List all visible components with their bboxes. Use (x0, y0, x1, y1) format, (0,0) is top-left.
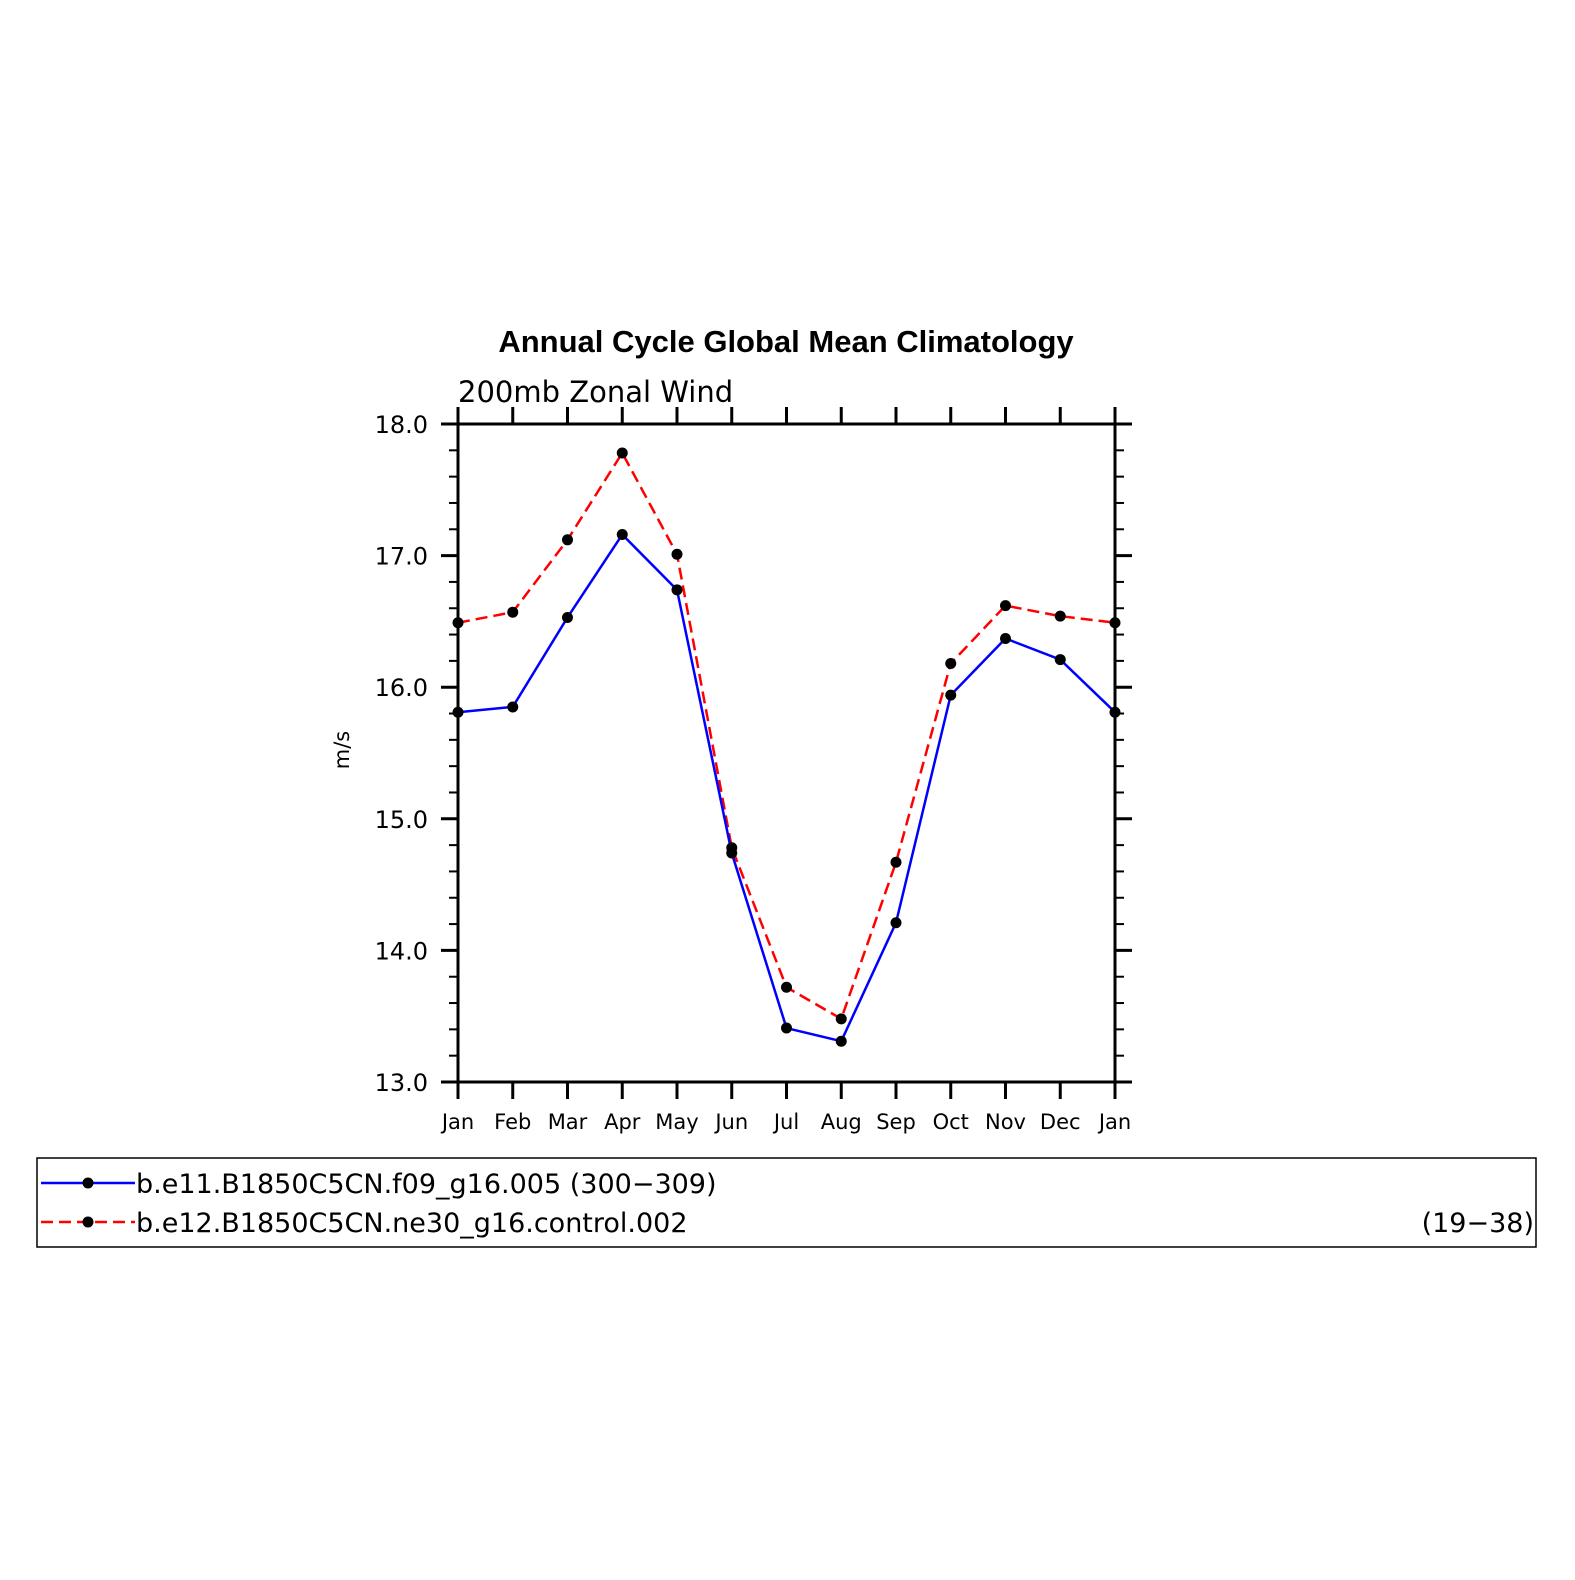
legend-name-series-2: b.e12.B1850C5CN.ne30_g16.control.002 (136, 1208, 688, 1239)
series-1-point (671, 584, 683, 596)
series-2-point (890, 856, 902, 868)
series-2-point (1000, 600, 1011, 612)
series-2-point (616, 447, 628, 459)
series-1-point (562, 611, 573, 623)
chart-subtitle: 200mb Zonal Wind (458, 375, 733, 409)
x-tick-label: Oct (933, 1110, 969, 1134)
chart-title: Annual Cycle Global Mean Climatology (498, 324, 1074, 359)
series-1-point (945, 689, 957, 701)
series-2-point (781, 981, 792, 993)
y-tick-label: 13.0 (375, 1069, 428, 1097)
x-tick-label: Nov (985, 1110, 1026, 1134)
x-tick-label: Jul (772, 1110, 799, 1134)
x-tick-label: Jan (440, 1110, 474, 1134)
x-tick-label: Feb (494, 1110, 531, 1134)
series-1-point (835, 1035, 847, 1047)
x-tick-label: Jan (1097, 1110, 1131, 1134)
y-tick-labels: 13.0 14.0 15.0 16.0 17.0 18.0 (375, 411, 428, 1097)
series-1-point (890, 917, 902, 929)
y-tick-label: 15.0 (375, 806, 428, 834)
series-1-point (1000, 633, 1011, 645)
series-1-point (781, 1022, 792, 1034)
legend-name-series-1: b.e11.B1850C5CN.f09_g16.005 (136, 1169, 561, 1200)
legend-years-series-1: (300−309) (570, 1169, 717, 1200)
legend-label-series-1: b.e11.B1850C5CN.f09_g16.005 (300−309) (136, 1169, 717, 1200)
series-1-point (507, 701, 519, 713)
y-tick-label: 17.0 (375, 543, 428, 571)
legend-marker-series-2 (82, 1216, 94, 1228)
plot-frame (456, 422, 1117, 1084)
series-2-point (671, 548, 683, 560)
series-1-point (726, 847, 738, 859)
y-tick-label: 14.0 (375, 937, 428, 965)
series-1-point (1054, 654, 1066, 666)
series-2-point (507, 606, 519, 618)
x-tick-label: Apr (604, 1110, 641, 1134)
x-tick-labels: Jan Feb Mar Apr May Jun Jul Aug Sep Oct Nov Dec Jan (440, 1110, 1131, 1134)
y-axis-label: m/s (330, 731, 354, 769)
x-tick-label: Sep (876, 1110, 916, 1134)
series-line-2 (457, 450, 1116, 1021)
series-layer (452, 447, 1121, 1047)
y-tick-label: 16.0 (375, 674, 428, 702)
legend-box (36, 1157, 1537, 1248)
series-2-point (562, 534, 573, 546)
legend-marker-series-1 (82, 1177, 94, 1189)
x-tick-label: Dec (1040, 1110, 1081, 1134)
x-tick-label: May (655, 1110, 698, 1134)
series-2-point (945, 658, 957, 670)
x-ticks (456, 407, 1117, 1099)
legend-years-series-2: (19−38) (1422, 1208, 1534, 1239)
series-1-point (616, 529, 628, 541)
legend: b.e11.B1850C5CN.f09_g16.005 (300−309) b.… (36, 1157, 1537, 1248)
series-2-point (1054, 610, 1066, 622)
x-tick-label: Mar (548, 1110, 588, 1134)
series-2-point (835, 1013, 847, 1025)
series-line-1 (457, 532, 1116, 1043)
y-tick-label: 18.0 (375, 411, 428, 439)
x-tick-label: Jun (713, 1110, 748, 1134)
x-tick-label: Aug (821, 1110, 862, 1134)
